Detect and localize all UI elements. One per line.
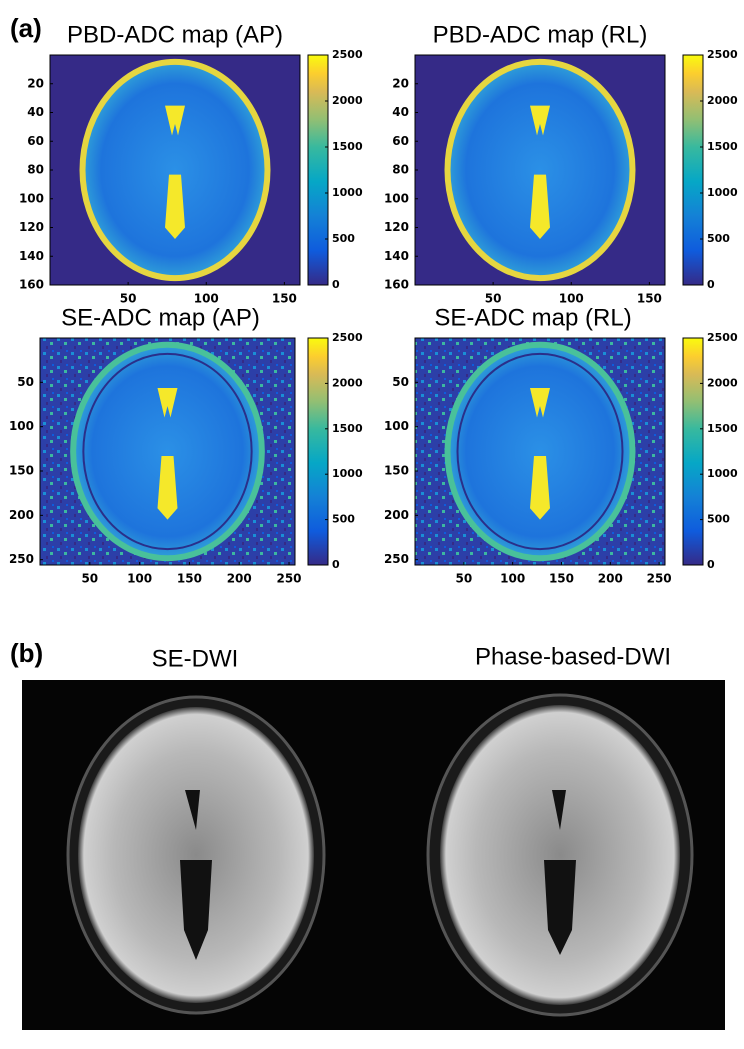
y-tick-label: 60 <box>27 134 44 148</box>
colorbar-tick-label: 2500 <box>332 331 363 344</box>
y-tick-label: 100 <box>384 419 409 433</box>
x-tick-label: 250 <box>276 572 301 586</box>
colorbar <box>307 54 329 286</box>
y-tick-label: 20 <box>392 76 409 90</box>
colorbar-tick-label: 1000 <box>707 467 738 480</box>
y-tick-label: 100 <box>19 191 44 205</box>
colorbar-tick-label: 0 <box>332 278 340 291</box>
dwi-ventricles <box>180 790 212 960</box>
y-tick-label: 150 <box>384 464 409 478</box>
x-tick-label: 50 <box>455 572 472 586</box>
y-tick-label: 150 <box>9 464 34 478</box>
x-tick-label: 200 <box>598 572 623 586</box>
x-tick-label: 100 <box>500 572 525 586</box>
colorbar-tick-label: 2500 <box>707 48 738 61</box>
image-title: SE-DWI <box>152 645 239 672</box>
colorbar-tick-label: 1000 <box>332 467 363 480</box>
x-tick-label: 100 <box>127 572 152 586</box>
colorbar <box>307 337 329 566</box>
colorbar-tick-label: 1500 <box>707 422 738 435</box>
panel-label: (a) <box>10 13 42 43</box>
ventricles <box>530 105 550 239</box>
colorbar-tick-label: 1500 <box>332 422 363 435</box>
colorbar-tick-label: 500 <box>332 232 355 245</box>
map-title: SE-ADC map (RL) <box>434 304 631 331</box>
map-title: SE-ADC map (AP) <box>61 304 260 331</box>
y-tick-label: 250 <box>384 552 409 566</box>
y-tick-label: 40 <box>392 105 409 119</box>
x-tick-label: 250 <box>647 572 672 586</box>
y-tick-label: 200 <box>9 508 34 522</box>
skull-rim <box>444 58 636 282</box>
colorbar-tick-label: 2000 <box>707 376 738 389</box>
axes-frame <box>39 337 296 566</box>
x-tick-label: 150 <box>177 572 202 586</box>
ventricles <box>165 105 185 239</box>
y-tick-label: 40 <box>27 105 44 119</box>
colorbar-tick-label: 500 <box>707 513 730 526</box>
x-tick-label: 150 <box>549 572 574 586</box>
colorbar <box>682 337 704 566</box>
csf-rim <box>456 352 624 551</box>
dwi-ventricles <box>544 790 576 955</box>
colorbar-tick-label: 1000 <box>332 186 363 199</box>
colorbar-tick-label: 2000 <box>707 94 738 107</box>
colorbar <box>682 54 704 286</box>
colorbar-tick-label: 2000 <box>332 376 363 389</box>
y-tick-label: 80 <box>392 163 409 177</box>
y-tick-label: 120 <box>19 220 44 234</box>
y-tick-label: 200 <box>384 508 409 522</box>
x-tick-label: 100 <box>194 292 219 306</box>
axes-frame <box>414 337 666 566</box>
y-tick-label: 20 <box>27 76 44 90</box>
colorbar-tick-label: 1000 <box>707 186 738 199</box>
csf-rim <box>82 352 253 551</box>
ventricles <box>530 387 550 520</box>
colorbar-tick-label: 500 <box>332 513 355 526</box>
colorbar-tick-label: 0 <box>707 278 715 291</box>
colorbar-tick-label: 2500 <box>332 48 363 61</box>
y-tick-label: 100 <box>384 191 409 205</box>
x-tick-label: 100 <box>559 292 584 306</box>
y-tick-label: 120 <box>384 220 409 234</box>
colorbar-tick-label: 2500 <box>707 331 738 344</box>
image-title: Phase-based-DWI <box>475 643 671 670</box>
map-title: PBD-ADC map (AP) <box>67 21 283 48</box>
skull-rim <box>79 58 271 282</box>
dwi-brain <box>78 707 314 1003</box>
skull-rim <box>444 341 636 562</box>
map-title: PBD-ADC map (RL) <box>433 21 648 48</box>
x-tick-label: 150 <box>637 292 662 306</box>
x-tick-label: 50 <box>485 292 502 306</box>
y-tick-label: 250 <box>9 552 34 566</box>
x-tick-label: 150 <box>272 292 297 306</box>
y-tick-label: 100 <box>9 419 34 433</box>
y-tick-label: 50 <box>17 375 34 389</box>
y-tick-label: 160 <box>19 278 44 292</box>
colorbar-tick-label: 0 <box>707 558 715 571</box>
colorbar-tick-label: 1500 <box>332 140 363 153</box>
skull-rim <box>70 341 265 562</box>
y-tick-label: 140 <box>19 249 44 263</box>
y-tick-label: 140 <box>384 249 409 263</box>
y-tick-label: 80 <box>27 163 44 177</box>
panel-label: (b) <box>10 638 43 668</box>
y-tick-label: 160 <box>384 278 409 292</box>
x-tick-label: 50 <box>120 292 137 306</box>
y-tick-label: 60 <box>392 134 409 148</box>
colorbar-tick-label: 0 <box>332 558 340 571</box>
colorbar-tick-label: 2000 <box>332 94 363 107</box>
ventricles <box>157 387 178 520</box>
dwi-brain <box>440 705 680 1005</box>
colorbar-tick-label: 1500 <box>707 140 738 153</box>
colorbar-tick-label: 500 <box>707 232 730 245</box>
x-tick-label: 50 <box>81 572 98 586</box>
x-tick-label: 200 <box>227 572 252 586</box>
y-tick-label: 50 <box>392 375 409 389</box>
